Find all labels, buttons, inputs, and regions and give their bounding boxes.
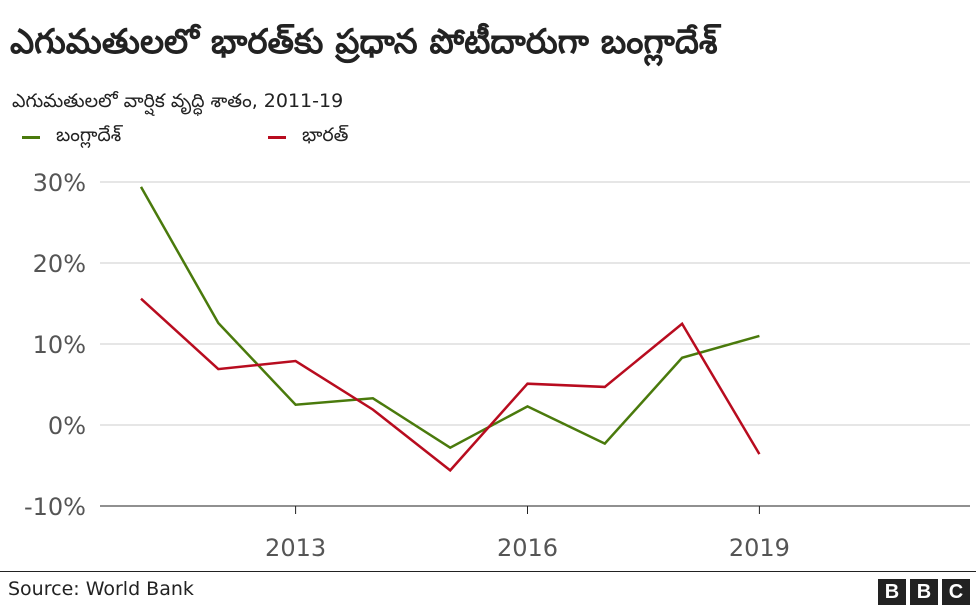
chart-title: ఎగుమతులలో భారత్‌కు ప్రధాన పోటీదారుగా బంగ… [10, 22, 718, 62]
y-tick-label: 20% [33, 250, 86, 278]
chart-subtitle: ఎగుమతులలో వార్షిక వృద్ధి శాతం, 2011-19 [12, 90, 344, 112]
y-tick-label: 30% [33, 169, 86, 197]
legend-swatch [268, 136, 286, 139]
line-chart: -10% 0% 10% 20% 30% 2013 2016 2019 [24, 169, 970, 562]
x-tick-label: 2013 [265, 534, 326, 562]
y-tick-label: 0% [48, 412, 86, 440]
x-tick-label: 2016 [497, 534, 558, 562]
legend-item-india: భారత్ [268, 124, 348, 151]
footer-divider [0, 571, 976, 572]
series-line-0 [139, 186, 760, 450]
series-line-1 [140, 297, 761, 473]
legend-item-bangladesh: బంగ్లాదేశ్ [22, 124, 121, 151]
legend-label: భారత్ [302, 124, 349, 146]
y-tick-label: 10% [33, 331, 86, 359]
legend-swatch [22, 136, 40, 139]
source-note: Source: World Bank [8, 578, 194, 600]
x-tick-label: 2019 [729, 534, 790, 562]
legend-label: బంగ్లాదేశ్ [56, 124, 122, 146]
y-tick-label: -10% [24, 493, 86, 521]
